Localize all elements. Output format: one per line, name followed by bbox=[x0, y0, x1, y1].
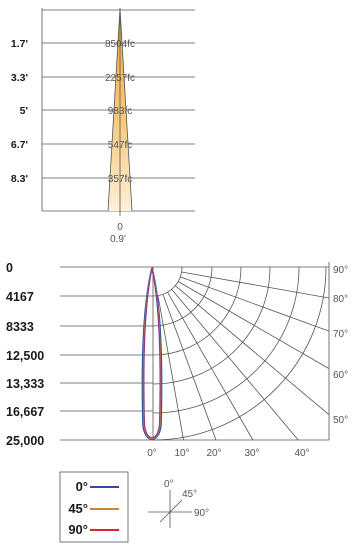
key-label: 0° bbox=[164, 479, 174, 490]
polar-chart: 0 4167 8333 12,500 13,333 16,667 25,000 … bbox=[6, 261, 348, 459]
angle-label: 0° bbox=[147, 448, 157, 459]
illuminance-label: 8504fc bbox=[105, 39, 135, 50]
legend-label: 90° bbox=[68, 522, 88, 537]
beam-edge-left bbox=[107, 7, 121, 212]
key-label: 45° bbox=[182, 489, 197, 500]
polar-spoke bbox=[157, 295, 184, 441]
polar-arc bbox=[152, 266, 327, 441]
illuminance-label: 547fc bbox=[108, 140, 132, 151]
cone-chart: 1.7' 3.3' 5' 6.7' 8.3' 8504fc 2257fc 983… bbox=[11, 7, 195, 245]
angle-label: 50° bbox=[333, 415, 348, 426]
radial-label: 0 bbox=[6, 261, 13, 275]
polar-spoke bbox=[181, 271, 330, 299]
legend-label: 45° bbox=[68, 501, 88, 516]
radial-label: 4167 bbox=[6, 290, 34, 304]
beam-edge-right bbox=[119, 7, 133, 212]
beam-center-label: 0 bbox=[117, 222, 123, 233]
angle-label: 20° bbox=[206, 448, 221, 459]
polar-arc bbox=[152, 266, 271, 385]
polar-spoke bbox=[171, 288, 299, 441]
legend-label: 0° bbox=[76, 479, 88, 494]
distance-label: 8.3' bbox=[11, 173, 28, 185]
angle-label: 90° bbox=[333, 265, 348, 276]
polar-arc bbox=[152, 266, 213, 327]
legend: 0° 45° 90° bbox=[59, 471, 129, 543]
illuminance-label: 2257fc bbox=[105, 73, 135, 84]
angle-label: 80° bbox=[333, 294, 348, 305]
polar-spoke bbox=[180, 276, 330, 332]
distance-label: 6.7' bbox=[11, 139, 28, 151]
beam-width-label: 0.9' bbox=[110, 234, 126, 245]
angle-label: 60° bbox=[333, 370, 348, 381]
illuminance-label: 357fc bbox=[108, 174, 132, 185]
polar-spoke bbox=[177, 281, 330, 369]
angle-label: 30° bbox=[244, 448, 259, 459]
radial-label: 8333 bbox=[6, 320, 34, 334]
angle-label: 70° bbox=[333, 329, 348, 340]
polar-arc bbox=[152, 266, 242, 356]
radial-label: 13,333 bbox=[6, 377, 44, 391]
illuminance-label: 983fc bbox=[108, 106, 132, 117]
distance-label: 3.3' bbox=[11, 72, 28, 84]
series-90deg-curve bbox=[143, 267, 161, 439]
polar-arc bbox=[152, 266, 183, 297]
radial-label: 25,000 bbox=[6, 434, 44, 448]
polar-spoke bbox=[162, 294, 217, 441]
angle-label: 40° bbox=[294, 448, 309, 459]
distance-label: 5' bbox=[20, 105, 28, 117]
key-label: 90° bbox=[194, 508, 209, 519]
distance-label: 1.7' bbox=[11, 38, 28, 50]
radial-label: 16,667 bbox=[6, 405, 44, 419]
angle-label: 10° bbox=[174, 448, 189, 459]
polar-spoke bbox=[167, 291, 254, 441]
key-diagonal-axis bbox=[159, 499, 183, 523]
polar-arc bbox=[152, 266, 300, 414]
legend-box bbox=[59, 471, 129, 543]
polar-grid bbox=[152, 266, 330, 441]
orientation-key: 0° 45° 90° bbox=[148, 479, 209, 528]
series-0deg-curve bbox=[141, 267, 163, 441]
radial-label: 12,500 bbox=[6, 349, 44, 363]
polar-spoke bbox=[174, 285, 330, 416]
